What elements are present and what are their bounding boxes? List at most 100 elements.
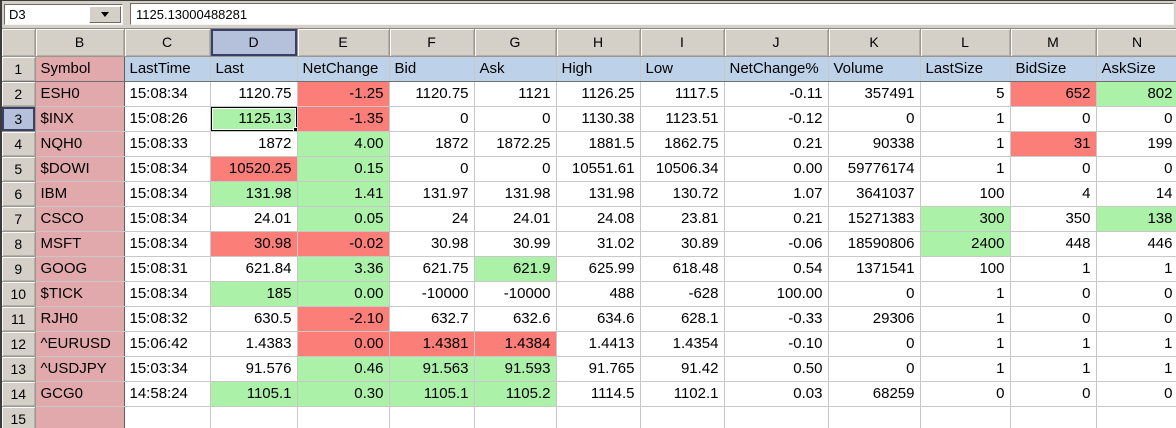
cell-G3[interactable]: 0	[474, 106, 557, 132]
cell-K4[interactable]: 90338	[828, 131, 921, 157]
cell-L11[interactable]: 1	[920, 306, 1011, 332]
cell-D14[interactable]: 1105.1	[210, 381, 298, 407]
cell-H4[interactable]: 1881.5	[556, 131, 641, 157]
cell-C13[interactable]: 15:03:34	[124, 356, 211, 382]
cell-B3[interactable]: $INX	[35, 106, 125, 132]
cell-C15[interactable]	[124, 406, 211, 428]
cell-M2[interactable]: 652	[1010, 81, 1097, 107]
row-header-4[interactable]: 4	[2, 131, 36, 157]
cell-M13[interactable]: 1	[1010, 356, 1097, 382]
cell-I3[interactable]: 1123.51	[640, 106, 725, 132]
cell-C2[interactable]: 15:08:34	[124, 81, 211, 107]
cell-B13[interactable]: ^USDJPY	[35, 356, 125, 382]
cell-J10[interactable]: 100.00	[724, 281, 829, 307]
cell-J9[interactable]: 0.54	[724, 256, 829, 282]
cell-F4[interactable]: 1872	[389, 131, 475, 157]
cell-C9[interactable]: 15:08:31	[124, 256, 211, 282]
cell-C14[interactable]: 14:58:24	[124, 381, 211, 407]
cell-E5[interactable]: 0.15	[297, 156, 390, 182]
cell-I15[interactable]	[640, 406, 725, 428]
cell-N13[interactable]: 1	[1096, 356, 1176, 382]
cell-C1[interactable]: LastTime	[124, 56, 211, 82]
cell-E8[interactable]: -0.02	[297, 231, 390, 257]
cell-N11[interactable]: 0	[1096, 306, 1176, 332]
cell-N3[interactable]: 0	[1096, 106, 1176, 132]
cell-F2[interactable]: 1120.75	[389, 81, 475, 107]
cell-F11[interactable]: 632.7	[389, 306, 475, 332]
cell-I10[interactable]: -628	[640, 281, 725, 307]
cell-K14[interactable]: 68259	[828, 381, 921, 407]
cell-B5[interactable]: $DOWI	[35, 156, 125, 182]
row-header-1[interactable]: 1	[2, 56, 36, 82]
cell-G13[interactable]: 91.593	[474, 356, 557, 382]
cell-M12[interactable]: 1	[1010, 331, 1097, 357]
cell-N8[interactable]: 446	[1096, 231, 1176, 257]
cell-I12[interactable]: 1.4354	[640, 331, 725, 357]
cell-F5[interactable]: 0	[389, 156, 475, 182]
cell-L8[interactable]: 2400	[920, 231, 1011, 257]
cell-L13[interactable]: 1	[920, 356, 1011, 382]
cell-B9[interactable]: GOOG	[35, 256, 125, 282]
cell-F8[interactable]: 30.98	[389, 231, 475, 257]
cell-J4[interactable]: 0.21	[724, 131, 829, 157]
fill-handle[interactable]	[292, 126, 296, 130]
cell-B4[interactable]: NQH0	[35, 131, 125, 157]
cell-F6[interactable]: 131.97	[389, 181, 475, 207]
cell-L7[interactable]: 300	[920, 206, 1011, 232]
cell-C12[interactable]: 15:06:42	[124, 331, 211, 357]
cell-F3[interactable]: 0	[389, 106, 475, 132]
cell-I8[interactable]: 30.89	[640, 231, 725, 257]
cell-D11[interactable]: 630.5	[210, 306, 298, 332]
cell-D1[interactable]: Last	[210, 56, 298, 82]
row-header-9[interactable]: 9	[2, 256, 36, 282]
cell-M8[interactable]: 448	[1010, 231, 1097, 257]
cell-B7[interactable]: CSCO	[35, 206, 125, 232]
column-header-D[interactable]: D	[210, 29, 298, 57]
cell-N2[interactable]: 802	[1096, 81, 1176, 107]
cell-N1[interactable]: AskSize	[1096, 56, 1176, 82]
cell-I6[interactable]: 130.72	[640, 181, 725, 207]
cell-H2[interactable]: 1126.25	[556, 81, 641, 107]
cell-I4[interactable]: 1862.75	[640, 131, 725, 157]
cell-I2[interactable]: 1117.5	[640, 81, 725, 107]
cell-K6[interactable]: 3641037	[828, 181, 921, 207]
cell-N9[interactable]: 1	[1096, 256, 1176, 282]
cell-G8[interactable]: 30.99	[474, 231, 557, 257]
cell-K11[interactable]: 29306	[828, 306, 921, 332]
cell-I1[interactable]: Low	[640, 56, 725, 82]
cell-F7[interactable]: 24	[389, 206, 475, 232]
cell-C3[interactable]: 15:08:26	[124, 106, 211, 132]
cell-L14[interactable]: 0	[920, 381, 1011, 407]
cell-D6[interactable]: 131.98	[210, 181, 298, 207]
cell-L2[interactable]: 5	[920, 81, 1011, 107]
cell-N15[interactable]	[1096, 406, 1176, 428]
cell-M4[interactable]: 31	[1010, 131, 1097, 157]
cell-F10[interactable]: -10000	[389, 281, 475, 307]
cell-B15[interactable]	[35, 406, 125, 428]
cell-H9[interactable]: 625.99	[556, 256, 641, 282]
cell-I13[interactable]: 91.42	[640, 356, 725, 382]
cell-E7[interactable]: 0.05	[297, 206, 390, 232]
cell-D5[interactable]: 10520.25	[210, 156, 298, 182]
cell-E15[interactable]	[297, 406, 390, 428]
cell-J15[interactable]	[724, 406, 829, 428]
cell-K12[interactable]: 0	[828, 331, 921, 357]
cell-G2[interactable]: 1121	[474, 81, 557, 107]
column-header-G[interactable]: G	[474, 29, 557, 57]
cell-J13[interactable]: 0.50	[724, 356, 829, 382]
cell-E12[interactable]: 0.00	[297, 331, 390, 357]
cell-K9[interactable]: 1371541	[828, 256, 921, 282]
column-header-F[interactable]: F	[389, 29, 475, 57]
cell-N6[interactable]: 14	[1096, 181, 1176, 207]
cell-J3[interactable]: -0.12	[724, 106, 829, 132]
cell-M14[interactable]: 0	[1010, 381, 1097, 407]
cell-H11[interactable]: 634.6	[556, 306, 641, 332]
column-header-K[interactable]: K	[828, 29, 921, 57]
cell-H3[interactable]: 1130.38	[556, 106, 641, 132]
column-header-H[interactable]: H	[556, 29, 641, 57]
cell-C7[interactable]: 15:08:34	[124, 206, 211, 232]
select-all-corner[interactable]	[2, 29, 36, 57]
cell-J12[interactable]: -0.10	[724, 331, 829, 357]
cell-G6[interactable]: 131.98	[474, 181, 557, 207]
cell-H7[interactable]: 24.08	[556, 206, 641, 232]
